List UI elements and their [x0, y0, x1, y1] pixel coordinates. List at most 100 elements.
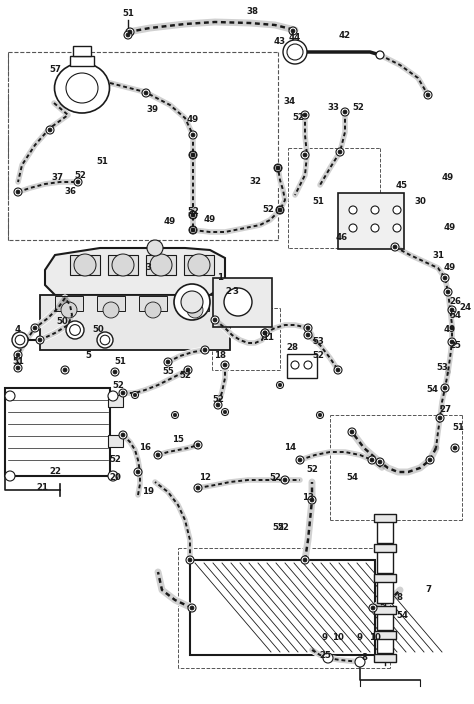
Circle shape — [274, 165, 282, 172]
Circle shape — [261, 329, 269, 337]
Text: 26: 26 — [449, 298, 461, 306]
Circle shape — [103, 302, 119, 318]
Circle shape — [291, 29, 295, 33]
FancyBboxPatch shape — [97, 296, 125, 311]
Circle shape — [108, 391, 118, 401]
Circle shape — [136, 470, 140, 474]
FancyBboxPatch shape — [108, 435, 123, 447]
Circle shape — [371, 206, 379, 214]
Circle shape — [448, 306, 456, 314]
Circle shape — [190, 151, 197, 158]
Circle shape — [187, 302, 203, 318]
Circle shape — [443, 386, 447, 390]
Circle shape — [355, 657, 365, 667]
Circle shape — [263, 331, 267, 335]
Circle shape — [303, 153, 307, 157]
FancyBboxPatch shape — [377, 578, 393, 603]
Circle shape — [276, 206, 283, 213]
Text: 12: 12 — [199, 474, 211, 482]
Circle shape — [46, 126, 54, 134]
Text: 7: 7 — [425, 586, 431, 594]
Circle shape — [211, 316, 219, 324]
Circle shape — [189, 131, 197, 139]
Circle shape — [370, 458, 374, 462]
Circle shape — [189, 151, 197, 159]
Circle shape — [306, 326, 310, 330]
Circle shape — [190, 211, 197, 218]
Circle shape — [97, 332, 113, 348]
Circle shape — [194, 484, 202, 492]
Circle shape — [181, 291, 203, 313]
Circle shape — [371, 224, 379, 232]
FancyBboxPatch shape — [108, 395, 123, 407]
Text: 9: 9 — [322, 634, 328, 643]
Text: 53: 53 — [436, 363, 448, 372]
Text: 14: 14 — [284, 444, 296, 453]
Circle shape — [349, 224, 357, 232]
Circle shape — [12, 332, 28, 348]
Text: 51: 51 — [452, 424, 464, 432]
Circle shape — [61, 302, 77, 318]
Text: 10: 10 — [369, 634, 381, 643]
Circle shape — [154, 451, 162, 459]
Circle shape — [450, 340, 454, 344]
Circle shape — [301, 111, 309, 119]
Circle shape — [301, 151, 309, 159]
Circle shape — [76, 180, 80, 184]
Circle shape — [164, 358, 172, 366]
Text: 25: 25 — [449, 341, 461, 349]
FancyBboxPatch shape — [55, 296, 83, 311]
Circle shape — [14, 351, 22, 359]
Text: 49: 49 — [444, 263, 456, 272]
Text: 52: 52 — [352, 103, 364, 113]
Circle shape — [113, 370, 117, 374]
Circle shape — [276, 206, 284, 214]
Text: 10: 10 — [332, 634, 344, 643]
Circle shape — [191, 228, 195, 232]
Circle shape — [134, 468, 142, 476]
Circle shape — [74, 178, 82, 186]
Text: 55: 55 — [162, 367, 174, 377]
Circle shape — [336, 148, 344, 156]
FancyBboxPatch shape — [5, 388, 110, 476]
Text: 11: 11 — [262, 334, 274, 343]
Circle shape — [173, 413, 177, 417]
Text: 44: 44 — [289, 34, 301, 42]
Circle shape — [283, 40, 307, 64]
FancyBboxPatch shape — [40, 295, 230, 350]
Text: 52: 52 — [212, 396, 224, 405]
FancyBboxPatch shape — [374, 631, 396, 639]
Text: 1: 1 — [217, 273, 223, 282]
Circle shape — [274, 164, 282, 172]
Circle shape — [376, 458, 384, 466]
Polygon shape — [184, 255, 214, 275]
Circle shape — [186, 556, 194, 564]
FancyBboxPatch shape — [377, 548, 393, 573]
Circle shape — [317, 412, 323, 418]
FancyBboxPatch shape — [287, 354, 317, 378]
Text: 54: 54 — [426, 386, 438, 394]
Circle shape — [278, 208, 282, 212]
Text: 38: 38 — [246, 8, 258, 16]
Circle shape — [191, 228, 195, 232]
Circle shape — [306, 333, 310, 337]
Circle shape — [304, 331, 312, 339]
Circle shape — [108, 471, 118, 481]
Circle shape — [196, 443, 200, 447]
Circle shape — [70, 325, 81, 335]
Circle shape — [191, 153, 195, 157]
Text: 57: 57 — [49, 65, 61, 75]
Circle shape — [166, 360, 170, 364]
Circle shape — [100, 335, 110, 345]
Circle shape — [172, 412, 179, 418]
Circle shape — [278, 383, 282, 386]
Text: 37: 37 — [52, 173, 64, 182]
Circle shape — [189, 226, 197, 234]
Circle shape — [63, 368, 67, 372]
Text: 36: 36 — [64, 187, 76, 196]
FancyBboxPatch shape — [377, 633, 393, 653]
Circle shape — [436, 414, 444, 422]
Circle shape — [287, 44, 303, 60]
FancyBboxPatch shape — [73, 46, 91, 56]
Circle shape — [36, 336, 44, 344]
